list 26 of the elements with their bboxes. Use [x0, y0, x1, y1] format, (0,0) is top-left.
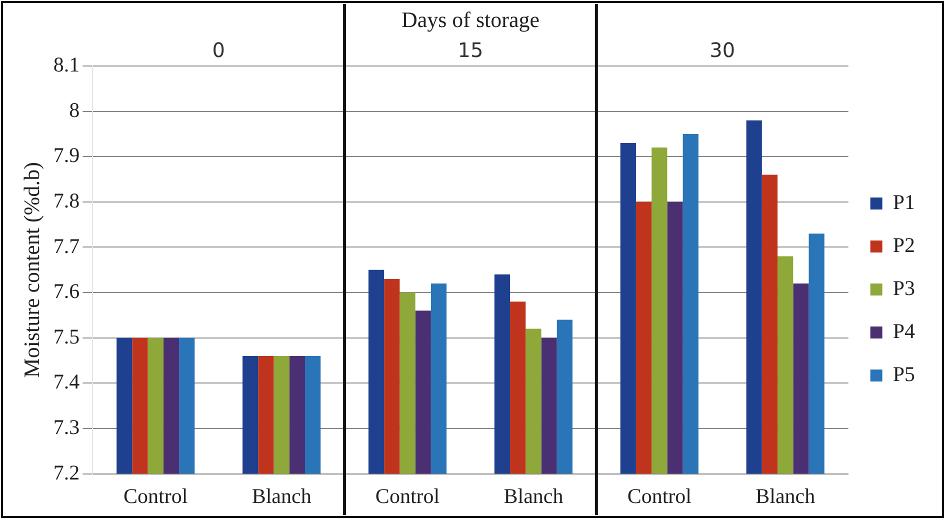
y-tick-label: 8.1 — [53, 52, 80, 77]
text: 30 — [710, 38, 736, 62]
text: 15 — [458, 38, 484, 62]
legend-label: P1 — [892, 190, 916, 214]
y-tick-label: 7.3 — [53, 415, 80, 440]
y-axis-title: Moisture content (%d.b) — [18, 162, 44, 378]
y-tick-label: 7.4 — [53, 370, 80, 394]
y-tick-label: 7.9 — [53, 143, 80, 168]
legend-label: P4 — [892, 319, 916, 344]
legend-label: P5 — [892, 362, 916, 386]
x-tick-label: Control — [375, 484, 440, 508]
y-tick-label: 8 — [69, 98, 80, 122]
y-tick-label: 7.2 — [53, 460, 80, 484]
y-tick-label: 7.5 — [53, 324, 80, 348]
x-tick-label: Blanch — [504, 484, 564, 508]
x-tick-label: Blanch — [252, 484, 312, 508]
x-tick-label: Control — [124, 484, 188, 508]
chart-title: Days of storage — [401, 6, 540, 32]
y-tick-label: 7.6 — [53, 279, 80, 304]
x-tick-label: Control — [627, 484, 692, 508]
y-tick-label: 7.8 — [53, 188, 80, 212]
x-tick-label: Blanch — [756, 484, 816, 508]
text: 0 — [212, 38, 225, 62]
legend-label: P2 — [892, 233, 916, 258]
y-tick-label: 7.7 — [53, 234, 80, 258]
legend-label: P3 — [892, 276, 916, 300]
